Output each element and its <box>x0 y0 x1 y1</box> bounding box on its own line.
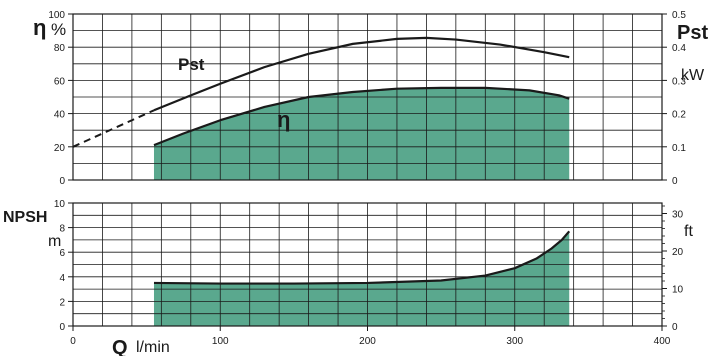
y2-tick-label: 0 <box>672 176 678 187</box>
eta-axis-unit: % <box>51 20 66 39</box>
series-extrapolated-0 <box>72 109 155 148</box>
y-tick-label: 8 <box>59 224 65 235</box>
y2-tick-label: 0.3 <box>672 76 686 87</box>
series-line-0 <box>153 36 570 112</box>
y2-tick-label: 0 <box>672 322 678 333</box>
series-fill-0 <box>153 231 570 326</box>
series-fill-1 <box>153 87 570 180</box>
ft-axis-unit: ft <box>684 223 693 240</box>
y-tick-label: 0 <box>59 176 65 187</box>
series-line-0 <box>153 230 571 285</box>
y-tick-label: 4 <box>59 273 65 284</box>
eta-curve-label: η <box>277 107 290 132</box>
y2-tick-label: 20 <box>672 247 684 258</box>
plot-frame <box>72 13 663 181</box>
y-tick-label: 60 <box>54 76 66 87</box>
efficiency-power-plot: 0 20 40 60 80 100 0 0.1 0.2 0.3 0.4 0.5 <box>48 10 686 187</box>
y-tick-label: 20 <box>54 143 66 154</box>
series-line-1 <box>153 86 570 147</box>
x-tick-label: 100 <box>212 336 229 347</box>
x-tick-label: 300 <box>506 336 523 347</box>
y-tick-label: 100 <box>48 10 65 21</box>
y2-tick-label: 0.1 <box>672 143 686 154</box>
npsh-axis-title: NPSH <box>3 209 47 226</box>
y-tick-label: 0 <box>59 322 65 333</box>
y2-tick-label: 0.4 <box>672 43 686 54</box>
m-axis-unit: m <box>48 233 61 250</box>
y-tick-label: 80 <box>54 43 66 54</box>
x-tick-label: 200 <box>359 336 376 347</box>
kw-axis-unit: kW <box>681 67 705 84</box>
x-tick-label: 0 <box>70 336 76 347</box>
y2-tick-label: 10 <box>672 285 684 296</box>
y-tick-label: 6 <box>59 248 65 259</box>
y-tick-label: 10 <box>54 199 66 210</box>
eta-axis-symbol: η <box>33 15 46 40</box>
pst-curve-label: Pst <box>178 55 205 74</box>
y2-tick-label: 0.5 <box>672 10 686 21</box>
q-axis-symbol: Q <box>112 337 128 356</box>
x-tick-label: 400 <box>654 336 671 347</box>
pst-axis-title: Pst <box>677 22 708 44</box>
y-tick-label: 2 <box>59 297 65 308</box>
q-axis-unit: l/min <box>136 339 170 356</box>
y-tick-label: 40 <box>54 110 66 121</box>
y2-tick-label: 0.2 <box>672 110 686 121</box>
y2-tick-label: 30 <box>672 210 684 221</box>
